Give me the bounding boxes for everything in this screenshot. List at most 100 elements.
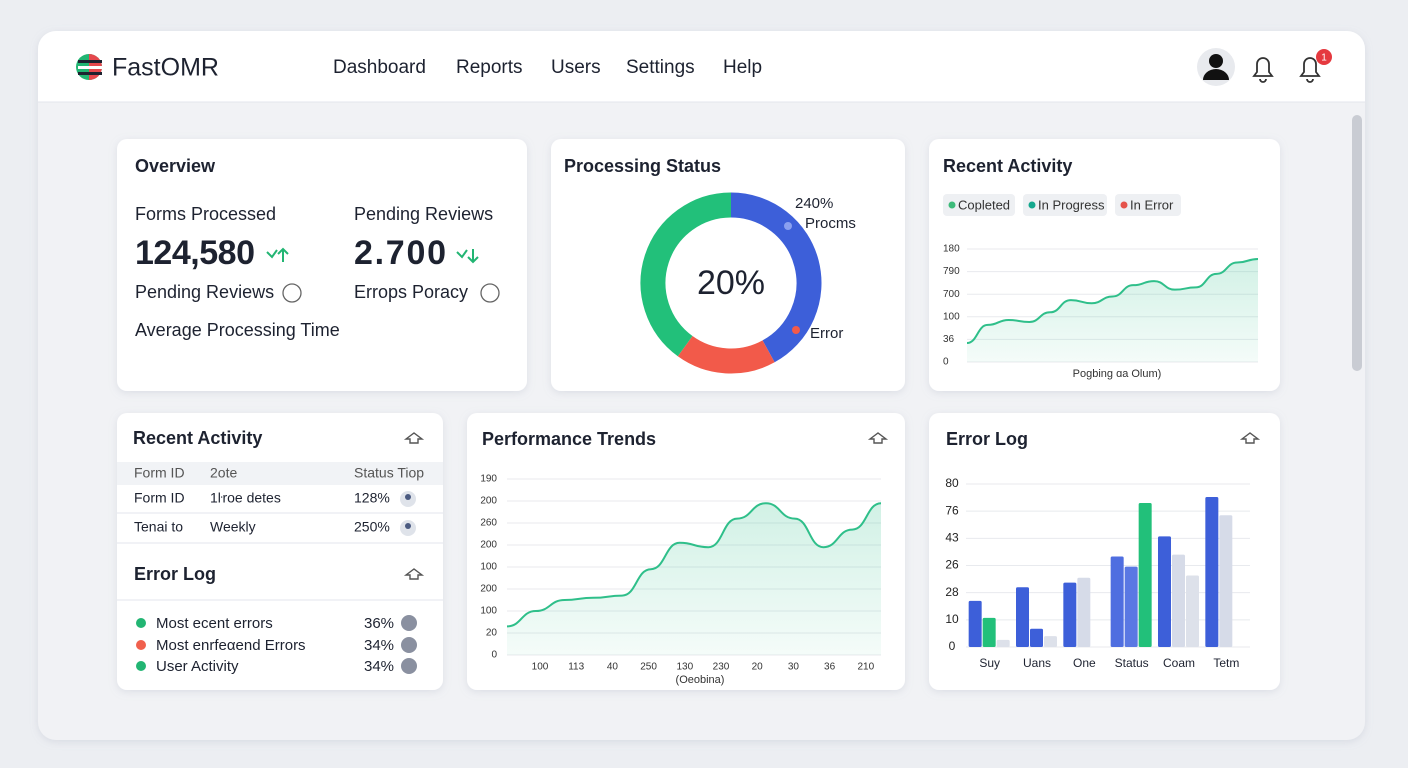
legend-label: In Progress bbox=[1038, 197, 1105, 212]
y-tick-label: 100 bbox=[480, 562, 497, 573]
x-tick-label: Status bbox=[1115, 656, 1149, 670]
x-axis-label: Pogbing ɑa Olum) bbox=[1073, 368, 1162, 380]
legend-label: Copleted bbox=[958, 197, 1010, 212]
line bbox=[506, 502, 882, 628]
y-tick-label: 790 bbox=[943, 266, 960, 277]
row-avatar-head bbox=[405, 494, 411, 500]
column-header: Form ID bbox=[134, 465, 185, 481]
card-title: Overview bbox=[135, 156, 216, 176]
status-dot bbox=[136, 661, 146, 671]
item-icon[interactable] bbox=[401, 658, 417, 674]
bar bbox=[996, 639, 1010, 647]
callout-dot bbox=[792, 326, 800, 334]
error-value: 34% bbox=[364, 637, 394, 654]
overview-footer: Average Processing Time bbox=[135, 320, 340, 340]
y-tick-label: 700 bbox=[943, 289, 960, 300]
table-cell: Weekly bbox=[210, 519, 256, 535]
y-tick-label: 43 bbox=[945, 531, 959, 545]
expand-icon[interactable] bbox=[480, 283, 500, 303]
y-tick-label: 36 bbox=[943, 334, 955, 345]
bar bbox=[1030, 628, 1043, 647]
status-dot bbox=[136, 640, 146, 650]
line bbox=[966, 257, 1259, 345]
y-tick-label: 0 bbox=[943, 357, 949, 368]
x-tick-label: 30 bbox=[788, 662, 800, 673]
trend-icon bbox=[456, 249, 479, 264]
table-cell: 250% bbox=[354, 519, 390, 535]
table-cell: 128% bbox=[354, 490, 390, 506]
bar bbox=[1158, 536, 1171, 647]
nav-link[interactable]: Reports bbox=[456, 57, 523, 78]
x-tick-label: Suy bbox=[979, 656, 1000, 670]
nav-link[interactable]: Settings bbox=[626, 57, 695, 78]
y-tick-label: 80 bbox=[945, 476, 959, 490]
stat-sub: Errops Poracy bbox=[354, 282, 468, 302]
table-cell: Tenai to bbox=[134, 519, 183, 535]
bar bbox=[1138, 503, 1152, 647]
y-tick-label: 100 bbox=[943, 311, 960, 322]
legend-dot bbox=[948, 201, 956, 209]
legend-pill[interactable] bbox=[1115, 194, 1181, 216]
error-label: Most ecent errors bbox=[156, 615, 273, 632]
legend-dot bbox=[1028, 201, 1036, 209]
callout-dot bbox=[784, 222, 792, 230]
x-tick-label: 40 bbox=[607, 662, 619, 673]
row-avatar-head bbox=[405, 523, 411, 529]
y-tick-label: 10 bbox=[945, 612, 959, 626]
callout: 240% bbox=[795, 195, 833, 212]
card-title: Error Log bbox=[134, 564, 216, 584]
logo bbox=[76, 54, 102, 80]
y-tick-label: 0 bbox=[949, 639, 956, 653]
avatar[interactable] bbox=[1197, 48, 1235, 86]
bell-icon[interactable] bbox=[1252, 57, 1274, 83]
nav-link[interactable]: Dashboard bbox=[333, 57, 426, 78]
y-tick-label: 26 bbox=[945, 558, 959, 572]
stat-value: 124,580 bbox=[135, 234, 255, 272]
x-tick-label: Tetm bbox=[1213, 656, 1239, 670]
bar bbox=[1205, 497, 1219, 647]
error-label: Most enrfeαend Errors bbox=[156, 637, 306, 654]
expand-icon[interactable] bbox=[282, 283, 302, 303]
x-tick-label: 210 bbox=[857, 662, 874, 673]
item-icon[interactable] bbox=[401, 637, 417, 653]
x-tick-label: One bbox=[1073, 656, 1096, 670]
stat-sub: Pending Reviews bbox=[135, 282, 274, 302]
item-icon[interactable] bbox=[401, 615, 417, 631]
card-title: Recent Activity bbox=[943, 156, 1072, 176]
y-tick-label: 200 bbox=[480, 584, 497, 595]
bar bbox=[982, 617, 996, 647]
error-label: User Activity bbox=[156, 658, 239, 675]
y-tick-label: 0 bbox=[491, 650, 497, 661]
status-dot bbox=[136, 618, 146, 628]
scrollbar[interactable] bbox=[1352, 115, 1362, 371]
donut-segment bbox=[677, 335, 775, 374]
x-tick-label: 36 bbox=[824, 662, 836, 673]
overview-card bbox=[117, 139, 527, 391]
table-cell: 1ŀroe detes bbox=[210, 490, 281, 506]
x-tick-label: 130 bbox=[676, 662, 693, 673]
y-tick-label: 190 bbox=[480, 474, 497, 485]
stat-label: Forms Processed bbox=[135, 204, 276, 224]
y-tick-label: 260 bbox=[480, 518, 497, 529]
column-header: 2ote bbox=[210, 465, 237, 481]
legend-pill[interactable] bbox=[1023, 194, 1107, 216]
table-cell: Form ID bbox=[134, 490, 185, 506]
callout: Error bbox=[810, 325, 843, 342]
card-title: Performance Trends bbox=[482, 429, 656, 449]
x-axis-label: (Oeobina) bbox=[676, 674, 725, 686]
bell-icon[interactable] bbox=[1299, 57, 1321, 83]
pin-icons[interactable] bbox=[403, 432, 1261, 580]
stat-label: Pending Reviews bbox=[354, 204, 493, 224]
card-title: Recent Activity bbox=[133, 428, 262, 448]
badge bbox=[1316, 49, 1332, 65]
y-tick-label: 180 bbox=[943, 244, 960, 255]
legend-pill[interactable] bbox=[943, 194, 1015, 216]
bar bbox=[1016, 587, 1029, 647]
nav-link[interactable]: Users bbox=[551, 57, 601, 78]
bar bbox=[1219, 515, 1233, 647]
processing-card bbox=[551, 139, 905, 391]
badge-count: 1 bbox=[1321, 53, 1327, 64]
x-tick-label: Uans bbox=[1023, 656, 1051, 670]
x-tick-label: 100 bbox=[532, 662, 549, 673]
nav-link[interactable]: Help bbox=[723, 57, 762, 78]
